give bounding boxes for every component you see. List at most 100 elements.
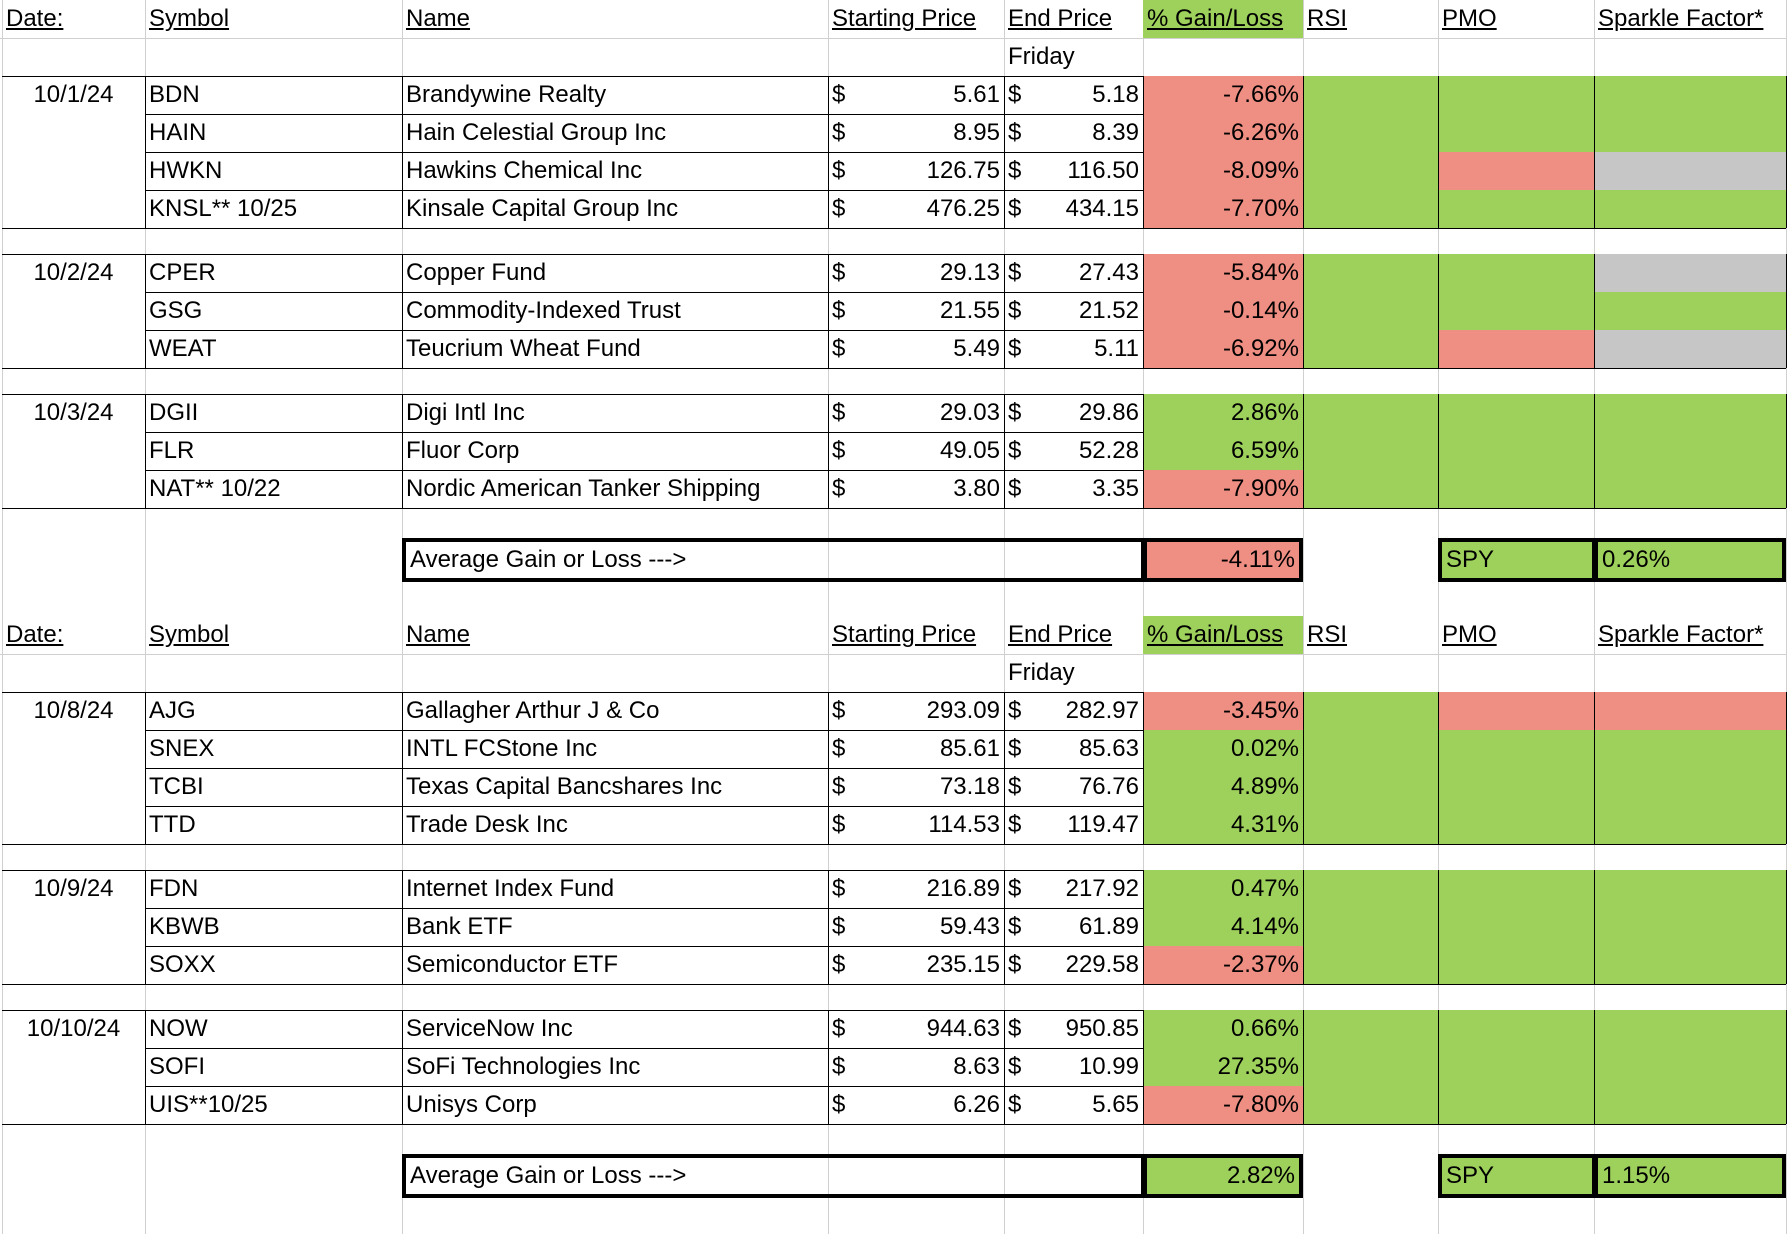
start-currency-symbol[interactable]: $ (832, 195, 846, 222)
sparkle-cell[interactable] (1594, 190, 1786, 228)
start-price-cell[interactable]: 29.13 (939, 259, 1000, 286)
name-cell[interactable]: Hawkins Chemical Inc (406, 157, 643, 184)
symbol-cell[interactable]: GSG (149, 297, 203, 324)
gain-loss-cell[interactable]: -3.45% (1222, 697, 1299, 724)
symbol-cell[interactable]: DGII (149, 399, 199, 426)
sparkle-cell[interactable] (1594, 870, 1786, 908)
end-price-cell[interactable]: 116.50 (1067, 157, 1139, 184)
gain-cell[interactable] (1143, 254, 1303, 292)
pmo-cell[interactable] (1438, 946, 1594, 984)
end-currency-symbol[interactable]: $ (1008, 735, 1022, 762)
gain-loss-cell[interactable]: 0.47% (1230, 875, 1299, 902)
start-currency-symbol[interactable]: $ (832, 297, 846, 324)
end-price-cell[interactable]: 21.52 (1078, 297, 1139, 324)
gain-loss-cell[interactable]: 2.86% (1230, 399, 1299, 426)
start-currency-symbol[interactable]: $ (832, 1091, 846, 1118)
pmo-cell[interactable] (1438, 114, 1594, 152)
pmo-cell[interactable] (1438, 768, 1594, 806)
end-currency-symbol[interactable]: $ (1008, 297, 1022, 324)
rsi-cell[interactable] (1303, 76, 1438, 114)
gain-cell[interactable] (1143, 806, 1303, 844)
end-price-cell[interactable]: 76.76 (1078, 773, 1139, 800)
end-currency-symbol[interactable]: $ (1008, 157, 1022, 184)
pmo-cell[interactable] (1438, 806, 1594, 844)
gain-cell[interactable] (1143, 1010, 1303, 1048)
gain-loss-cell[interactable]: 4.89% (1230, 773, 1299, 800)
start-currency-symbol[interactable]: $ (832, 1015, 846, 1042)
pmo-cell[interactable] (1438, 1086, 1594, 1124)
symbol-cell[interactable]: TTD (149, 811, 196, 838)
average-gain-cell[interactable] (1143, 1154, 1303, 1198)
symbol-cell[interactable]: AJG (149, 697, 196, 724)
name-cell[interactable]: Internet Index Fund (406, 875, 615, 902)
pmo-cell[interactable] (1438, 870, 1594, 908)
gain-cell[interactable] (1143, 330, 1303, 368)
end-price-cell[interactable]: 85.63 (1078, 735, 1139, 762)
end-currency-symbol[interactable]: $ (1008, 811, 1022, 838)
start-price-cell[interactable]: 21.55 (939, 297, 1000, 324)
sparkle-cell[interactable] (1594, 806, 1786, 844)
start-price-cell[interactable]: 85.61 (939, 735, 1000, 762)
start-price-cell[interactable]: 29.03 (939, 399, 1000, 426)
symbol-cell[interactable]: KNSL** 10/25 (149, 195, 298, 222)
average-value[interactable]: 2.82% (1226, 1162, 1295, 1189)
end-price-cell[interactable]: 217.92 (1065, 875, 1139, 902)
start-currency-symbol[interactable]: $ (832, 773, 846, 800)
gain-loss-cell[interactable]: 0.66% (1230, 1015, 1299, 1042)
gain-loss-cell[interactable]: -6.26% (1222, 119, 1299, 146)
pmo-cell[interactable] (1438, 1048, 1594, 1086)
start-currency-symbol[interactable]: $ (832, 1053, 846, 1080)
sparkle-cell[interactable] (1594, 394, 1786, 432)
spy-value[interactable]: 0.26% (1602, 546, 1671, 573)
start-price-cell[interactable]: 73.18 (939, 773, 1000, 800)
end-currency-symbol[interactable]: $ (1008, 1053, 1022, 1080)
gain-loss-cell[interactable]: -5.84% (1222, 259, 1299, 286)
pmo-cell[interactable] (1438, 1010, 1594, 1048)
sparkle-cell[interactable] (1594, 1048, 1786, 1086)
end-price-cell[interactable]: 119.47 (1067, 811, 1139, 838)
rsi-cell[interactable] (1303, 730, 1438, 768)
name-cell[interactable]: Commodity-Indexed Trust (406, 297, 681, 324)
symbol-cell[interactable]: FDN (149, 875, 199, 902)
end-currency-symbol[interactable]: $ (1008, 773, 1022, 800)
sparkle-cell[interactable] (1594, 254, 1786, 292)
end-currency-symbol[interactable]: $ (1008, 437, 1022, 464)
name-cell[interactable]: Semiconductor ETF (406, 951, 619, 978)
gain-cell[interactable] (1143, 730, 1303, 768)
spy-value-cell[interactable] (1594, 1154, 1786, 1198)
rsi-cell[interactable] (1303, 190, 1438, 228)
gain-cell[interactable] (1143, 432, 1303, 470)
pmo-cell[interactable] (1438, 330, 1594, 368)
name-cell[interactable]: Bank ETF (406, 913, 513, 940)
end-currency-symbol[interactable]: $ (1008, 951, 1022, 978)
start-price-cell[interactable]: 6.26 (953, 1091, 1000, 1118)
rsi-cell[interactable] (1303, 114, 1438, 152)
sparkle-cell[interactable] (1594, 76, 1786, 114)
symbol-cell[interactable]: SOFI (149, 1053, 206, 1080)
end-currency-symbol[interactable]: $ (1008, 697, 1022, 724)
symbol-cell[interactable]: UIS**10/25 (149, 1091, 268, 1118)
end-currency-symbol[interactable]: $ (1008, 1015, 1022, 1042)
gain-cell[interactable] (1143, 394, 1303, 432)
rsi-cell[interactable] (1303, 292, 1438, 330)
gain-header-fill[interactable] (1143, 616, 1303, 654)
rsi-cell[interactable] (1303, 254, 1438, 292)
date-cell[interactable]: 10/10/24 (26, 1015, 121, 1042)
end-price-cell[interactable]: 434.15 (1065, 195, 1139, 222)
start-currency-symbol[interactable]: $ (832, 437, 846, 464)
end-currency-symbol[interactable]: $ (1008, 259, 1022, 286)
end-currency-symbol[interactable]: $ (1008, 335, 1022, 362)
symbol-cell[interactable]: NOW (149, 1015, 208, 1042)
gain-loss-cell[interactable]: -2.37% (1222, 951, 1299, 978)
name-cell[interactable]: Unisys Corp (406, 1091, 537, 1118)
gain-loss-cell[interactable]: -8.09% (1222, 157, 1299, 184)
pmo-cell[interactable] (1438, 730, 1594, 768)
start-currency-symbol[interactable]: $ (832, 475, 846, 502)
sparkle-cell[interactable] (1594, 768, 1786, 806)
end-currency-symbol[interactable]: $ (1008, 1091, 1022, 1118)
symbol-cell[interactable]: SNEX (149, 735, 215, 762)
start-price-cell[interactable]: 235.15 (926, 951, 1000, 978)
spy-label[interactable]: SPY (1446, 546, 1495, 573)
start-price-cell[interactable]: 126.75 (926, 157, 1000, 184)
pmo-cell[interactable] (1438, 254, 1594, 292)
